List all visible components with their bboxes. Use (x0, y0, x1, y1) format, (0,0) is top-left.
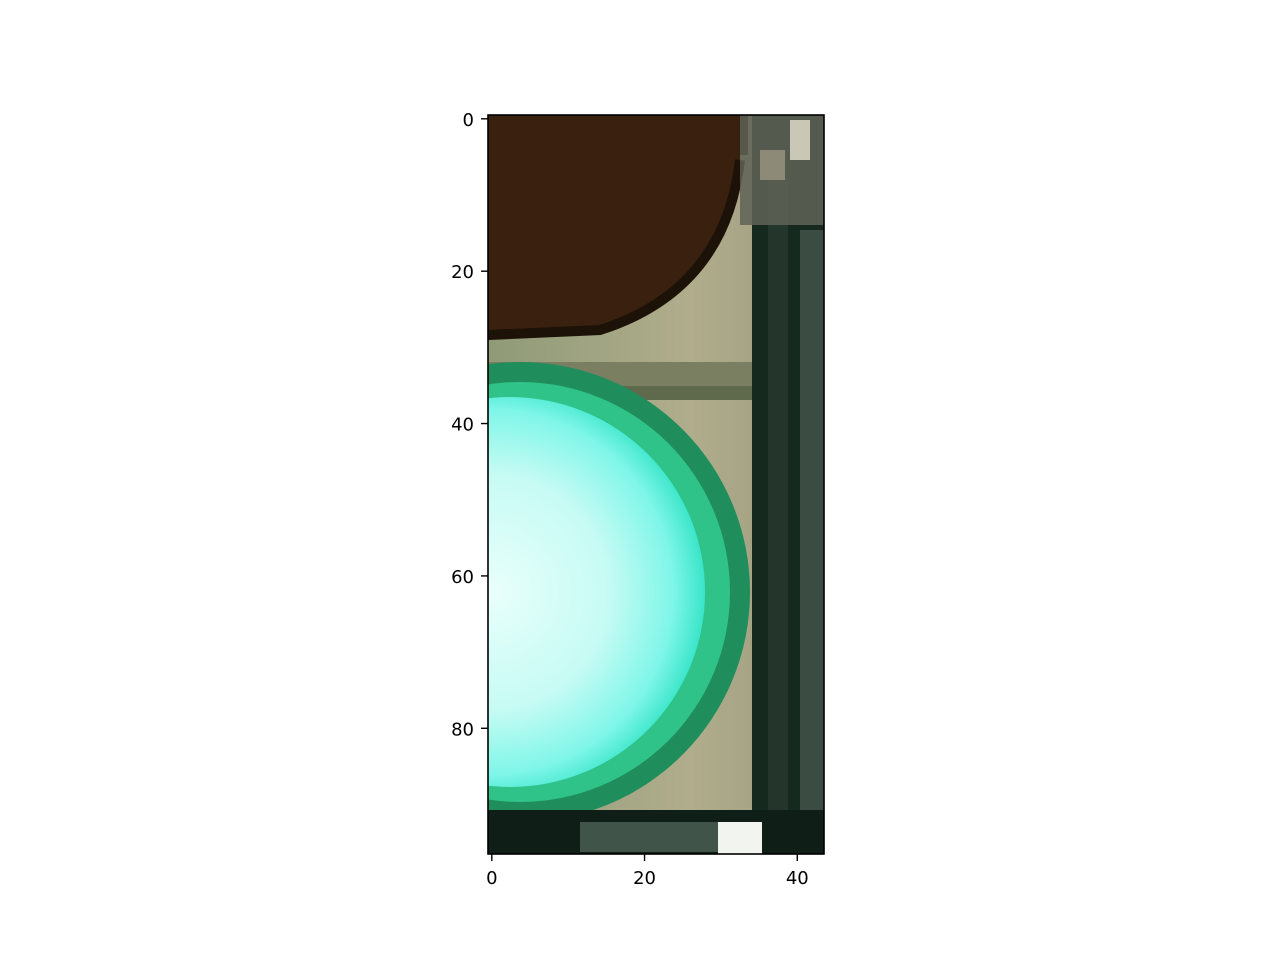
y-tick-label: 40 (451, 415, 474, 436)
y-tick-label: 60 (451, 567, 474, 588)
bottom-strip-light (580, 822, 720, 852)
bottom-white-patch (718, 822, 762, 854)
x-tick-label: 20 (633, 868, 656, 889)
x-tick-label: 40 (786, 868, 809, 889)
corner-speck (760, 150, 785, 180)
photo-image (488, 115, 824, 854)
x-axis-ticks: 0 20 40 (486, 854, 809, 889)
upper-lens-rim (488, 159, 745, 340)
y-tick-label: 0 (463, 110, 474, 131)
corner-speck (790, 120, 810, 160)
x-tick-label: 0 (486, 868, 497, 889)
y-tick-label: 20 (451, 262, 474, 283)
axes-frame (487, 114, 825, 855)
frame-highlight (768, 150, 788, 850)
green-lamp (488, 397, 705, 787)
upper-lens (488, 115, 740, 335)
right-frame-edge (800, 230, 824, 850)
y-tick-label: 80 (451, 719, 474, 740)
y-axis-ticks: 0 20 40 60 80 (451, 110, 488, 740)
